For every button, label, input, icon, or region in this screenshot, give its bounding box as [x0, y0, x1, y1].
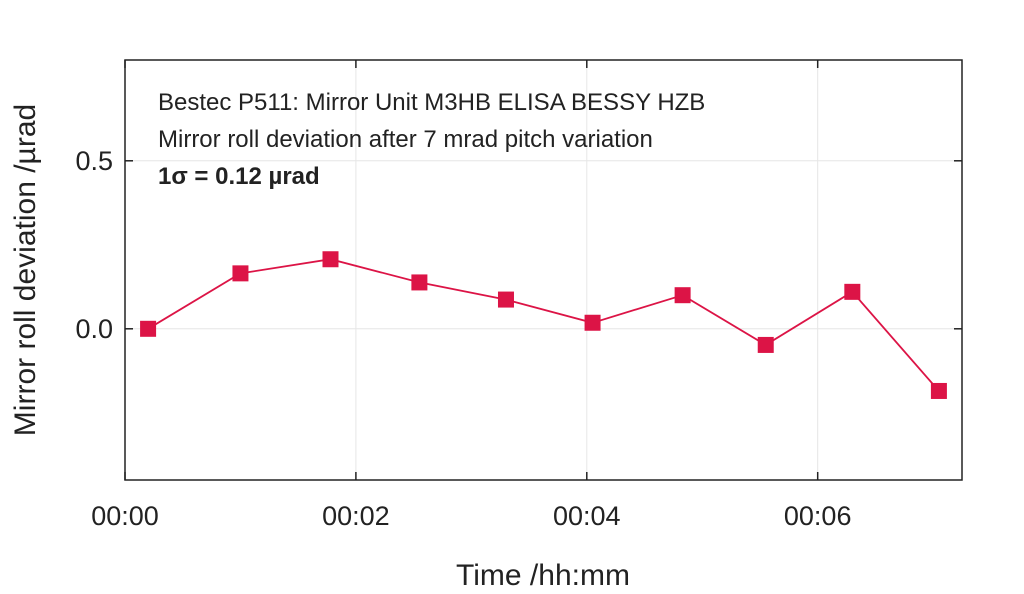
data-point	[497, 291, 514, 308]
data-point	[674, 287, 691, 304]
plot-frame	[124, 59, 963, 481]
data-point	[322, 251, 339, 268]
x-tick-label: 00:00	[91, 501, 159, 531]
data-point	[844, 283, 861, 300]
y-tick-label: 0.0	[75, 314, 113, 344]
data-point	[757, 336, 774, 353]
data-point	[140, 320, 157, 337]
axis-ticks: 00:00 00:02 00:04 00:06 0.5 0.0	[75, 60, 962, 531]
annotation-block: Bestec P511: Mirror Unit M3HB ELISA BESS…	[158, 89, 705, 190]
annotation-line: Bestec P511: Mirror Unit M3HB ELISA BESS…	[158, 89, 705, 116]
data-point	[411, 274, 428, 291]
data-point	[930, 382, 947, 399]
series-line	[147, 258, 940, 392]
x-tick-label: 00:04	[553, 501, 621, 531]
x-tick-label: 00:02	[322, 501, 390, 531]
annotation-line: 1σ = 0.12 µrad	[158, 163, 320, 190]
y-tick-label: 0.5	[75, 146, 113, 176]
annotation-line: Mirror roll deviation after 7 mrad pitch…	[158, 126, 653, 153]
data-point	[232, 265, 249, 282]
data-point	[584, 314, 601, 331]
data-series	[140, 251, 947, 399]
y-axis-label: Mirror roll deviation /µrad	[9, 104, 42, 436]
x-axis-label: Time /hh:mm	[456, 559, 630, 592]
x-tick-label: 00:06	[784, 501, 852, 531]
grid-lines	[124, 60, 962, 480]
